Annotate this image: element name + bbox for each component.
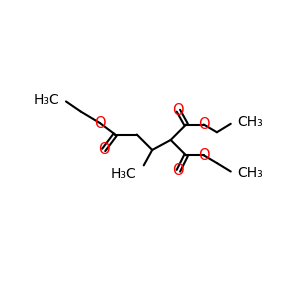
Text: O: O	[94, 116, 106, 130]
Text: H₃C: H₃C	[111, 167, 137, 181]
Text: O: O	[198, 117, 210, 132]
Text: O: O	[172, 163, 184, 178]
Text: CH₃: CH₃	[237, 115, 263, 129]
Text: O: O	[198, 148, 210, 163]
Text: H₃C: H₃C	[33, 93, 59, 107]
Text: CH₃: CH₃	[237, 166, 263, 180]
Text: O: O	[98, 142, 109, 158]
Text: O: O	[172, 103, 184, 118]
